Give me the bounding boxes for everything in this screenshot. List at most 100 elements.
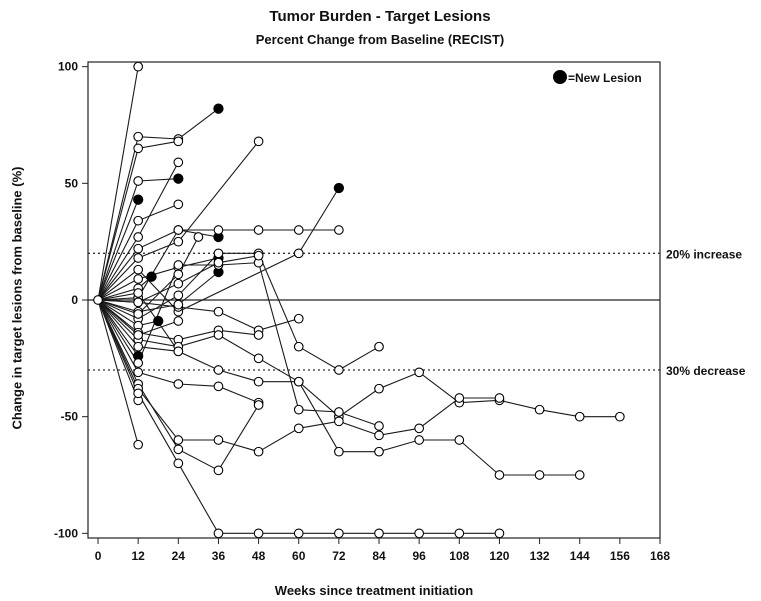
data-point [173,236,184,247]
series-line-20 [97,299,139,357]
x-tick-label: 120 [489,549,509,563]
x-tick-label: 24 [172,549,186,563]
data-point [133,274,144,284]
x-tick-label: 108 [449,549,469,563]
x-tick-label: 96 [412,549,426,563]
data-point [133,388,144,399]
data-point [293,341,304,352]
data-point [173,278,184,289]
data-point [293,225,304,235]
data-point [173,260,184,270]
data-point [133,253,144,263]
data-point [253,330,264,340]
data-point [213,365,224,375]
data-point [494,393,505,403]
data-point [253,528,264,539]
data-point [253,136,264,147]
data-point [133,288,144,298]
data-point [494,470,505,480]
x-tick-label: 60 [292,549,306,563]
data-point [293,248,304,259]
data-point [173,290,184,301]
data-point [173,346,184,357]
data-point [133,330,144,340]
data-point [334,407,344,417]
x-tick-label: 0 [95,549,102,563]
series-line-4 [97,199,139,301]
data-point [615,411,625,422]
reference-line-label-1: 30% decrease [666,364,746,378]
data-point [253,250,264,261]
series-line-8 [97,140,260,301]
data-point [133,131,144,142]
data-point [173,299,184,310]
data-point [133,176,144,186]
data-point [133,297,144,308]
data-point [213,225,224,235]
data-point [374,383,384,394]
data-point [173,316,184,326]
series-line-21 [97,262,380,427]
data-point [253,446,264,457]
data-point [213,528,224,539]
data-point [374,446,384,457]
data-point [253,400,264,410]
data-point [213,257,224,268]
data-point [173,379,184,389]
data-point [173,269,184,280]
data-point [133,61,144,72]
data-point [133,243,144,254]
data-point [133,341,144,352]
series-line-10 [97,257,219,301]
data-point [213,435,224,445]
data-point [173,225,184,235]
x-tick-label: 168 [650,549,670,563]
legend-new-lesion-label: =New Lesion [568,71,642,85]
data-point [293,376,304,387]
x-tick-label: 48 [252,549,266,563]
data-point [334,528,344,539]
data-point [173,157,184,168]
data-point [414,423,425,434]
data-point [454,435,465,445]
x-tick-label: 132 [530,549,550,563]
series-line-18 [97,299,620,418]
legend-new-lesion-marker [553,70,567,84]
y-tick-label: -100 [54,526,78,540]
x-tick-label: 84 [372,549,386,563]
data-point [293,313,304,324]
x-tick-label: 36 [212,549,226,563]
data-point [334,416,344,427]
data-point [173,458,184,469]
data-point [414,435,425,445]
data-point [253,376,264,387]
data-point [574,470,585,480]
y-tick-label: 100 [58,60,78,74]
data-point [213,248,224,259]
chart-title: Tumor Burden - Target Lesions [269,8,491,25]
y-tick-label: 0 [71,293,78,307]
data-point [293,423,304,434]
data-point [293,528,304,539]
data-point [334,365,344,375]
data-point [133,215,144,226]
data-point [414,367,425,378]
data-point [414,528,425,539]
data-point [173,444,184,455]
series-line-29 [97,236,199,315]
x-axis-label: Weeks since treatment initiation [274,583,474,598]
chart-subtitle: Percent Change from Baseline (RECIST) [255,32,505,47]
data-point [374,430,384,441]
x-tick-label: 12 [131,549,145,563]
reference-line-label-0: 20% increase [666,247,742,261]
data-point [334,225,344,235]
series-line-15 [97,252,380,371]
data-point [213,381,224,392]
data-point [374,528,384,539]
data-point [173,199,184,210]
x-tick-label: 156 [610,549,630,563]
series-line-1 [97,108,219,301]
data-point [374,421,384,431]
new-lesion-point [173,173,184,184]
